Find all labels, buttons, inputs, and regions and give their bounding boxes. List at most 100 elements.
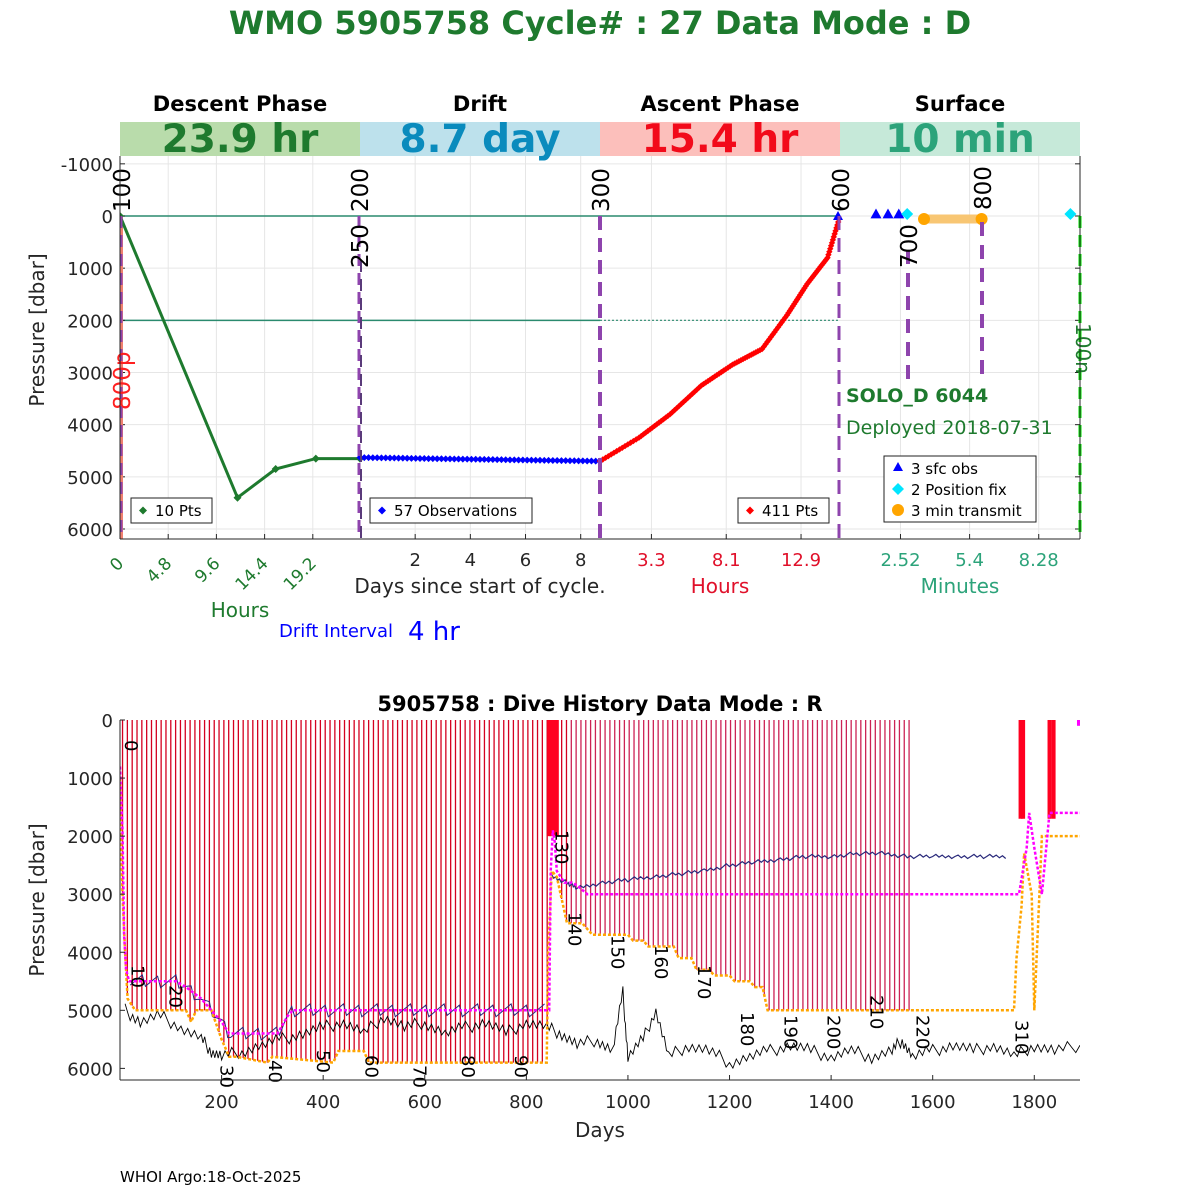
marker-label: 700 xyxy=(897,224,923,268)
sfc-obs-marker xyxy=(893,208,905,219)
ascent-point xyxy=(774,324,782,331)
ascent-point xyxy=(783,311,791,319)
ascent-point xyxy=(684,394,692,402)
drift-point xyxy=(510,456,518,464)
x-tick-label: 200 xyxy=(204,1092,238,1113)
ascent-point xyxy=(702,379,709,386)
dive-history-title: 5905758 : Dive History Data Mode : R xyxy=(377,692,822,716)
drift-point xyxy=(467,455,475,463)
drift-point xyxy=(545,456,553,464)
legend-marker xyxy=(746,506,754,515)
ascent-point xyxy=(799,287,807,294)
cycle-label: 220 xyxy=(911,1015,932,1049)
y-tick-label: 6000 xyxy=(67,1059,113,1080)
drift-point xyxy=(532,456,540,464)
ascent-point xyxy=(744,353,751,361)
y-tick-label: -1000 xyxy=(61,155,113,176)
x-tick-label: 6 xyxy=(520,550,531,571)
drift-point xyxy=(553,457,561,465)
drift-point xyxy=(433,455,441,463)
drift-point xyxy=(493,456,501,464)
x-axis-label: Days xyxy=(575,1118,625,1142)
y-tick-label: 1000 xyxy=(67,259,113,280)
sfc-obs-marker xyxy=(882,208,894,219)
x-tick-label: 1400 xyxy=(808,1092,854,1113)
phase-title: Drift xyxy=(453,92,507,116)
x-tick-label: 0 xyxy=(106,554,128,576)
ascent-point xyxy=(791,300,798,308)
cycle-label: 160 xyxy=(650,945,671,979)
drift-point xyxy=(485,455,493,463)
legend-marker xyxy=(378,506,386,515)
drift-point xyxy=(583,457,591,465)
drift-pressure-line xyxy=(551,850,1007,890)
legend-label: 2 Position fix xyxy=(911,481,1007,499)
ascent-point xyxy=(644,427,652,435)
drift-point xyxy=(472,455,480,463)
ascent-point xyxy=(754,348,762,355)
dive-series xyxy=(120,720,1080,1070)
x-tick-label: 8 xyxy=(575,550,586,571)
ascent-point xyxy=(722,365,729,373)
surface-axis-label: Minutes xyxy=(921,574,1000,598)
ascent-point xyxy=(733,359,740,366)
drift-point xyxy=(463,455,471,463)
phase-duration: 10 min xyxy=(885,117,1035,162)
ascent-point xyxy=(832,227,839,235)
ascent-point xyxy=(811,271,818,278)
dive-history-chart: 5905758 : Dive History Data Mode : R 0 10 2… xyxy=(25,692,1080,1142)
ascent-point xyxy=(619,444,626,451)
drift-point xyxy=(459,455,467,463)
phase-band-2 xyxy=(600,122,840,156)
transmit-point xyxy=(918,213,930,225)
ascent-point xyxy=(739,355,747,363)
y-tick-label: 0 xyxy=(102,711,113,732)
y-tick-label: 5000 xyxy=(67,468,113,489)
ascent-point xyxy=(680,398,687,406)
marker-label: 250 xyxy=(348,224,374,268)
ascent-point xyxy=(724,364,732,371)
cycle-label: 70 xyxy=(409,1065,430,1088)
drift-point xyxy=(476,455,484,463)
drift-point xyxy=(365,454,373,462)
ascent-point xyxy=(831,230,838,238)
y-tick-label: 6000 xyxy=(67,520,113,541)
ascent-point xyxy=(693,386,701,393)
legend-box-surface xyxy=(883,455,1037,523)
drift-point xyxy=(390,454,398,462)
ascent-point xyxy=(660,416,667,423)
cycle-label: 90 xyxy=(510,1055,531,1078)
marker-label: 200 xyxy=(348,168,374,212)
cycle-label: 200 xyxy=(822,1015,843,1049)
drift-point xyxy=(515,456,523,464)
cycle-label: 30 xyxy=(216,1065,237,1088)
ascent-point xyxy=(812,269,820,276)
drift-point xyxy=(373,454,381,462)
drift-point xyxy=(557,457,565,465)
legend-box xyxy=(369,497,533,524)
footer-credit: WHOI Argo:18-Oct-2025 xyxy=(120,1168,301,1186)
descent-point xyxy=(311,454,320,463)
y-tick-label: 5000 xyxy=(67,1001,113,1022)
legend-label: 10 Pts xyxy=(155,502,202,520)
sfc-obs-marker xyxy=(870,208,882,219)
cycle-label: 310 xyxy=(1010,1020,1031,1054)
x-tick-label: 12.9 xyxy=(781,550,821,571)
phase-title: Surface xyxy=(915,92,1005,116)
ascent-point xyxy=(752,349,759,356)
x-tick-label: 3.3 xyxy=(637,550,666,571)
float-name: SOLO_D 6044 xyxy=(846,385,988,407)
drift-point xyxy=(395,454,403,462)
drift-point xyxy=(442,455,450,463)
ascent-point xyxy=(653,421,660,428)
drift-point xyxy=(425,455,433,463)
drift-point xyxy=(497,456,505,464)
ascent-point xyxy=(778,319,785,326)
cycle-label: 10 xyxy=(127,965,148,988)
y-tick-label: 1000 xyxy=(67,769,113,790)
drift-point xyxy=(566,457,574,465)
x-tick-label: 9.6 xyxy=(191,554,224,587)
cycle-label: 0 xyxy=(120,740,141,751)
